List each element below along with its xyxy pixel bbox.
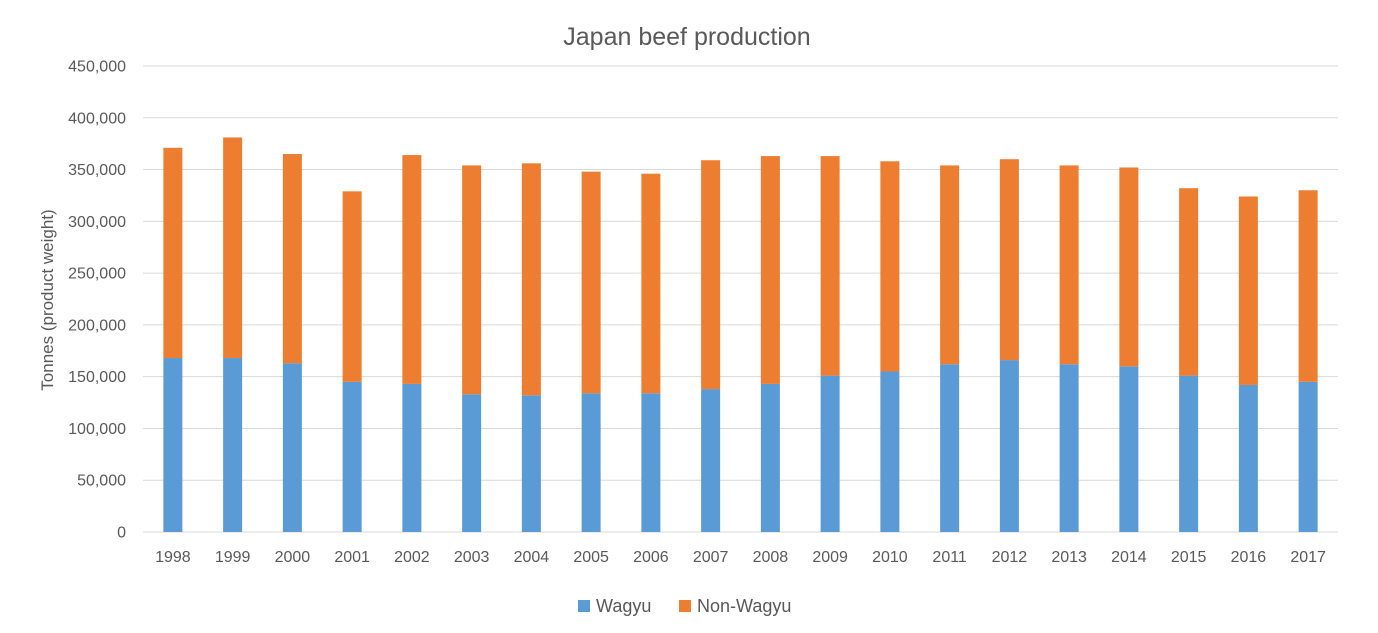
bar-non-wagyu-2011	[940, 165, 960, 365]
y-tick-label: 250,000	[68, 266, 126, 283]
y-tick-label: 350,000	[68, 162, 126, 179]
x-tick-label: 2014	[1111, 549, 1147, 566]
bar-wagyu-2004	[521, 395, 541, 532]
x-tick-label: 2001	[334, 549, 370, 566]
bar-non-wagyu-2003	[462, 165, 482, 395]
bar-non-wagyu-2005	[581, 171, 601, 394]
y-tick-label: 400,000	[68, 110, 126, 127]
legend: Wagyu Non-Wagyu	[578, 596, 791, 616]
x-tick-label: 2006	[633, 549, 669, 566]
x-tick-label: 1999	[215, 549, 251, 566]
x-tick-label: 2013	[1051, 549, 1087, 566]
bar-wagyu-2012	[999, 360, 1019, 532]
x-tick-label: 2009	[812, 549, 848, 566]
y-tick-label: 200,000	[68, 317, 126, 334]
y-tick-label: 100,000	[68, 421, 126, 438]
legend-label-wagyu: Wagyu	[596, 596, 651, 616]
x-tick-label: 2007	[693, 549, 729, 566]
bar-wagyu-2007	[701, 389, 721, 532]
bar-wagyu-2005	[581, 393, 601, 532]
bar-non-wagyu-2015	[1179, 188, 1199, 376]
x-tick-label: 2000	[275, 549, 311, 566]
bar-non-wagyu-2006	[641, 173, 661, 394]
bar-wagyu-2014	[1119, 366, 1139, 532]
bar-non-wagyu-2000	[282, 154, 302, 364]
bar-non-wagyu-2013	[1059, 165, 1079, 365]
bar-wagyu-2002	[402, 383, 422, 532]
x-tick-label: 2015	[1171, 549, 1207, 566]
bars	[163, 137, 1318, 532]
legend-swatch-wagyu	[578, 600, 590, 612]
y-tick-label: 50,000	[77, 473, 126, 490]
bar-wagyu-2016	[1238, 384, 1258, 532]
bar-non-wagyu-2001	[342, 191, 362, 382]
x-tick-label: 2004	[514, 549, 550, 566]
x-tick-label: 2016	[1231, 549, 1267, 566]
bar-non-wagyu-2008	[760, 156, 780, 384]
bar-non-wagyu-2004	[521, 163, 541, 396]
y-tick-label: 450,000	[68, 59, 126, 76]
x-tick-label: 2002	[394, 549, 430, 566]
legend-label-non-wagyu: Non-Wagyu	[697, 596, 791, 616]
bar-wagyu-2017	[1298, 381, 1318, 532]
x-tick-label: 2005	[573, 549, 609, 566]
bar-wagyu-2015	[1179, 375, 1199, 532]
bar-non-wagyu-2016	[1238, 196, 1258, 385]
bar-wagyu-2003	[462, 394, 482, 532]
gridlines	[143, 65, 1338, 533]
y-tick-label: 0	[117, 525, 126, 542]
x-tick-label: 2017	[1290, 549, 1326, 566]
y-tick-label: 300,000	[68, 214, 126, 231]
bar-wagyu-2006	[641, 393, 661, 532]
bar-non-wagyu-2010	[880, 161, 900, 372]
x-tick-label: 2011	[932, 549, 967, 566]
bar-non-wagyu-2002	[402, 155, 422, 384]
x-tick-label: 1998	[155, 549, 191, 566]
bar-wagyu-1999	[223, 358, 243, 532]
bar-wagyu-2013	[1059, 364, 1079, 532]
bar-non-wagyu-2009	[820, 156, 840, 376]
bar-wagyu-2009	[820, 375, 840, 532]
bar-non-wagyu-2017	[1298, 190, 1318, 382]
bar-non-wagyu-1999	[223, 137, 243, 359]
y-axis-ticks: 0 50,000 100,000 150,000 200,000 250,000 300,0…	[68, 59, 126, 542]
x-tick-label: 2008	[753, 549, 789, 566]
bar-non-wagyu-2007	[701, 160, 721, 390]
bar-wagyu-2000	[282, 363, 302, 532]
bar-wagyu-2008	[760, 383, 780, 532]
bar-non-wagyu-2014	[1119, 167, 1139, 367]
y-axis-title: Tonnes (product weight)	[38, 209, 57, 390]
bar-non-wagyu-1998	[163, 147, 183, 359]
bar-wagyu-1998	[163, 358, 183, 532]
bar-non-wagyu-2012	[999, 159, 1019, 361]
y-tick-label: 150,000	[68, 369, 126, 386]
bar-wagyu-2001	[342, 381, 362, 532]
x-tick-label: 2003	[454, 549, 490, 566]
x-tick-label: 2012	[992, 549, 1028, 566]
x-axis-ticks: 1998 1999 2000 2001 2002 2003 2004 2005 2006 2007…	[155, 549, 1326, 566]
bar-wagyu-2010	[880, 371, 900, 532]
legend-swatch-non-wagyu	[679, 600, 691, 612]
x-tick-label: 2010	[872, 549, 908, 566]
bar-wagyu-2011	[940, 364, 960, 532]
chart-title: Japan beef production	[563, 23, 810, 51]
